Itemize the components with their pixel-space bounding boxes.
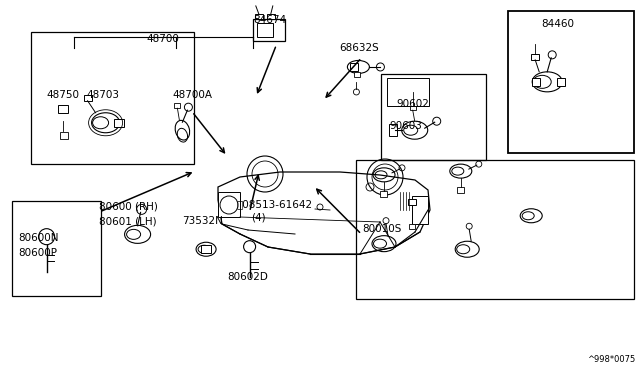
Bar	[267, 14, 275, 19]
Text: 80601 (LH): 80601 (LH)	[99, 217, 157, 226]
Bar	[355, 72, 360, 77]
Text: 80600P: 80600P	[18, 248, 57, 258]
Text: 84460: 84460	[541, 19, 574, 29]
Bar	[12, 201, 101, 296]
Text: (4): (4)	[252, 213, 266, 222]
Text: ^998*0075: ^998*0075	[587, 355, 635, 364]
Bar	[387, 78, 429, 106]
Text: 80010S: 80010S	[362, 224, 402, 234]
Bar	[356, 160, 634, 299]
Bar	[531, 54, 539, 60]
Bar	[60, 132, 68, 140]
Bar	[201, 245, 211, 253]
Text: 80600 (RH): 80600 (RH)	[99, 202, 158, 211]
Bar	[557, 78, 565, 86]
Bar	[114, 119, 124, 127]
Text: 73532N: 73532N	[182, 217, 223, 226]
Bar	[410, 224, 415, 229]
Bar	[255, 14, 263, 19]
Bar	[31, 32, 194, 164]
Bar	[412, 196, 428, 224]
Text: 90602: 90602	[397, 99, 429, 109]
Bar	[58, 105, 68, 113]
Text: 80600N: 80600N	[18, 233, 58, 243]
Text: 48750: 48750	[47, 90, 80, 100]
Bar	[410, 105, 416, 110]
Bar	[380, 191, 387, 197]
Text: 48700A: 48700A	[173, 90, 212, 100]
Bar	[388, 124, 397, 136]
Text: 68632S: 68632S	[339, 44, 379, 53]
Bar	[381, 74, 486, 160]
Bar	[351, 63, 358, 71]
Bar	[253, 19, 285, 41]
Bar	[408, 199, 416, 205]
Bar	[84, 95, 92, 101]
Bar	[218, 192, 240, 217]
Bar	[257, 23, 273, 37]
Text: 80602D: 80602D	[227, 272, 268, 282]
Bar	[508, 11, 634, 153]
Bar	[532, 78, 540, 86]
Text: 84674: 84674	[253, 16, 286, 25]
Text: 90603: 90603	[389, 122, 422, 131]
Text: ゅ08513-61642: ゅ08513-61642	[237, 200, 313, 209]
Text: 48703: 48703	[86, 90, 120, 100]
Text: 48700: 48700	[147, 34, 180, 44]
Bar	[174, 103, 180, 108]
Bar	[457, 187, 464, 193]
